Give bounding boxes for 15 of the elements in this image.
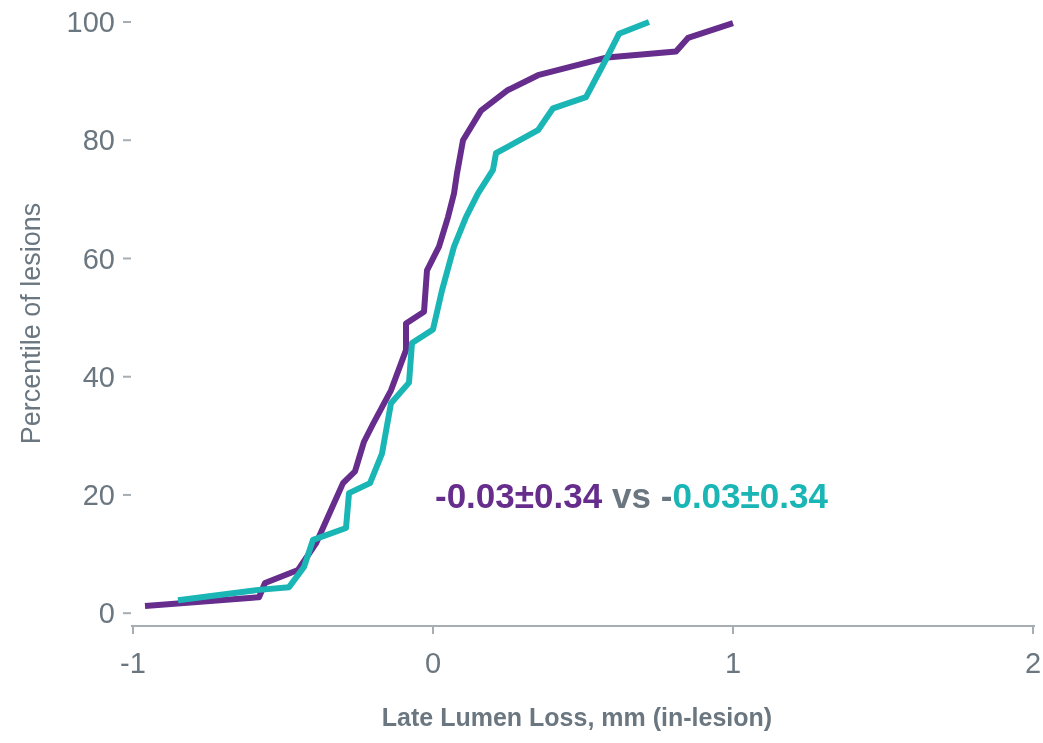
y-tick-label: 100 [66,6,115,39]
y-axis-title: Percentile of lesions [16,202,46,445]
x-axis-title: Late Lumen Loss, mm (in-lesion) [381,703,773,731]
x-tick-label: 2 [1024,647,1042,679]
y-tick-label: 80 [82,124,115,157]
y-tick-label: 0 [98,597,115,630]
annotation: -0.03±0.34 [435,476,603,515]
y-tick-label: 40 [82,360,115,393]
y-tick-label: 60 [82,242,115,275]
y-tick-label: 20 [82,479,115,512]
x-tick-label: 0 [424,647,442,679]
annotation: vs - [612,476,673,515]
x-tick-label: 1 [724,647,742,679]
x-tick-label: -1 [120,647,146,679]
annotation: 0.03±0.34 [672,476,829,515]
